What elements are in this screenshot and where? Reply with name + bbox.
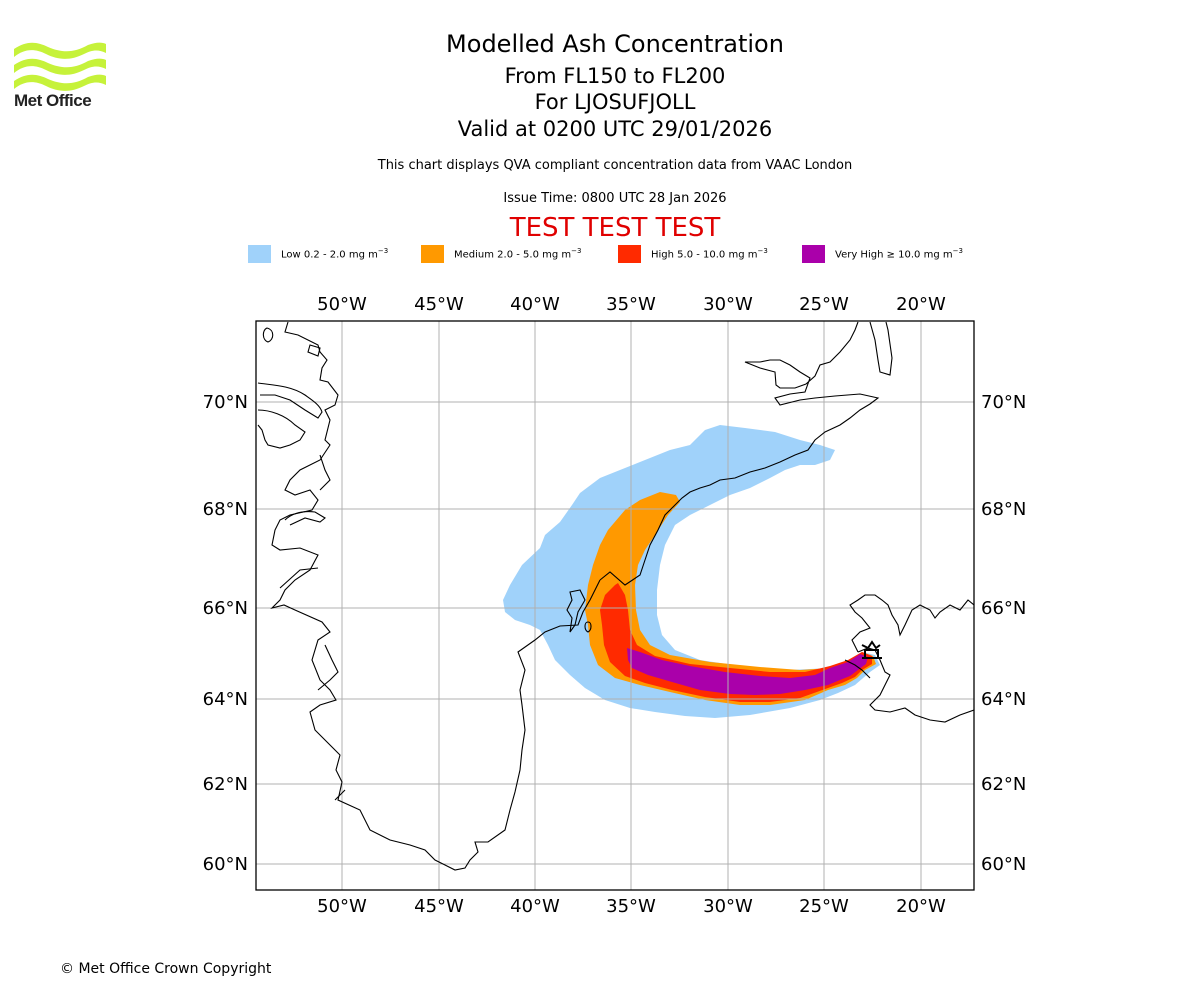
legend-item-very-high: Very High ≥ 10.0 mg m−3	[802, 244, 963, 264]
legend-swatch-very-high	[802, 245, 825, 263]
y-tick-left-62n: 62°N	[203, 774, 248, 795]
y-tick-right-62n: 62°N	[981, 774, 1026, 795]
x-tick-top-35w: 35°W	[606, 294, 656, 315]
copyright-notice: © Met Office Crown Copyright	[60, 961, 272, 977]
legend-label-high: High 5.0 - 10.0 mg m−3	[651, 247, 768, 261]
legend-item-medium: Medium 2.0 - 5.0 mg m−3	[421, 244, 581, 264]
volcano-name: For LJOSUFJOLL	[534, 90, 696, 114]
y-tick-right-60n: 60°N	[981, 854, 1026, 875]
map-frame	[255, 320, 975, 891]
y-tick-right-70n: 70°N	[981, 392, 1026, 413]
gridlines	[256, 321, 974, 890]
coastline-greenland-sw-inlet	[566, 589, 592, 633]
y-tick-left-64n: 64°N	[203, 689, 248, 710]
legend-label-low: Low 0.2 - 2.0 mg m−3	[281, 247, 389, 261]
x-tick-bottom-40w: 40°W	[510, 896, 560, 917]
y-tick-left-66n: 66°N	[203, 598, 248, 619]
y-tick-right-66n: 66°N	[981, 598, 1026, 619]
y-tick-right-68n: 68°N	[981, 499, 1026, 520]
chart-description: This chart displays QVA compliant concen…	[377, 158, 853, 173]
x-tick-bottom-50w: 50°W	[317, 896, 367, 917]
x-tick-top-30w: 30°W	[703, 294, 753, 315]
legend-swatch-high	[618, 245, 641, 263]
coastline-greenland-fjords	[279, 454, 346, 801]
legend-label-very-high: Very High ≥ 10.0 mg m−3	[835, 247, 963, 261]
x-tick-top-45w: 45°W	[414, 294, 464, 315]
chart-title: Modelled Ash Concentration	[446, 30, 784, 58]
x-tick-bottom-45w: 45°W	[414, 896, 464, 917]
legend-swatch-low	[248, 245, 271, 263]
coastline-greenland-east	[599, 321, 880, 586]
flight-level-range: From FL150 to FL200	[504, 64, 726, 88]
x-tick-bottom-25w: 25°W	[799, 896, 849, 917]
x-tick-top-20w: 20°W	[896, 294, 946, 315]
x-tick-bottom-35w: 35°W	[606, 896, 656, 917]
legend-item-low: Low 0.2 - 2.0 mg m−3	[248, 244, 388, 264]
test-banner: TEST TEST TEST	[509, 213, 721, 243]
plume-very-high-concentration	[627, 648, 868, 695]
met-office-logo	[14, 42, 106, 91]
y-tick-left-60n: 60°N	[203, 854, 248, 875]
x-tick-top-25w: 25°W	[799, 294, 849, 315]
met-office-logo-text: Met Office	[14, 91, 92, 110]
volcano-source-marker	[861, 640, 882, 659]
y-tick-right-64n: 64°N	[981, 689, 1026, 710]
y-tick-left-68n: 68°N	[203, 499, 248, 520]
legend-item-high: High 5.0 - 10.0 mg m−3	[618, 244, 768, 264]
x-tick-bottom-20w: 20°W	[896, 896, 946, 917]
x-tick-top-40w: 40°W	[510, 294, 560, 315]
coastline-greenland-west	[270, 321, 601, 871]
legend-swatch-medium	[421, 245, 444, 263]
y-tick-left-70n: 70°N	[203, 392, 248, 413]
coastline-greenland-east-north	[869, 321, 893, 376]
valid-time: Valid at 0200 UTC 29/01/2026	[457, 117, 773, 141]
x-tick-top-50w: 50°W	[317, 294, 367, 315]
x-tick-bottom-30w: 30°W	[703, 896, 753, 917]
coastline-greenland-west-islands	[257, 327, 323, 449]
plume-medium-concentration	[585, 492, 876, 705]
coastlines	[257, 321, 974, 871]
issue-time: Issue Time: 0800 UTC 28 Jan 2026	[503, 191, 727, 206]
legend-label-medium: Medium 2.0 - 5.0 mg m−3	[454, 247, 582, 261]
